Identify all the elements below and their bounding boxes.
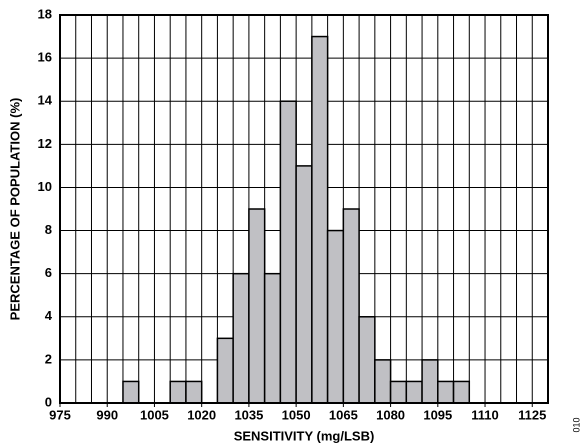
- bar: [122, 380, 140, 404]
- bar: [185, 380, 203, 404]
- bar: [326, 229, 345, 404]
- y-tick-label: 6: [45, 265, 52, 280]
- bar: [263, 272, 282, 404]
- bar: [405, 380, 423, 404]
- y-tick-label: 0: [45, 394, 52, 409]
- x-tick-label: 1035: [234, 407, 263, 422]
- y-tick-label: 16: [38, 50, 52, 65]
- bar: [248, 208, 266, 404]
- x-tick-label: 1095: [423, 407, 452, 422]
- x-tick-label: 1020: [187, 407, 216, 422]
- x-tick-label: 1050: [282, 407, 311, 422]
- x-tick-label: 975: [49, 407, 71, 422]
- bar: [295, 165, 313, 404]
- bar: [452, 380, 471, 404]
- y-axis-label: PERCENTAGE OF POPULATION (%): [7, 98, 22, 321]
- x-tick-label: 1080: [376, 407, 405, 422]
- plot-frame: [59, 14, 549, 404]
- bar: [342, 208, 360, 404]
- bar: [437, 380, 455, 404]
- x-tick-label: 1110: [471, 407, 499, 422]
- x-tick-label: 1005: [140, 407, 169, 422]
- bar: [169, 380, 187, 404]
- y-tick-label: 8: [45, 222, 52, 237]
- bar: [374, 359, 392, 404]
- bar: [279, 100, 297, 404]
- bar: [358, 316, 376, 404]
- bar: [216, 337, 234, 404]
- y-tick-label: 18: [38, 6, 52, 21]
- y-tick-label: 4: [45, 308, 53, 323]
- y-tick-label: 10: [38, 179, 52, 194]
- x-tick-label: 990: [96, 407, 118, 422]
- bar: [389, 380, 408, 404]
- x-axis-label: SENSITIVITY (mg/LSB): [234, 428, 375, 443]
- x-tick-label: 1125: [518, 407, 546, 422]
- y-tick-label: 14: [38, 93, 53, 108]
- x-tick-label: 1065: [329, 407, 358, 422]
- figure-id: 010: [571, 417, 581, 432]
- bar: [421, 359, 439, 404]
- bar: [232, 272, 250, 404]
- y-tick-label: 12: [38, 136, 52, 151]
- y-tick-label: 2: [45, 351, 52, 366]
- bar: [311, 35, 329, 404]
